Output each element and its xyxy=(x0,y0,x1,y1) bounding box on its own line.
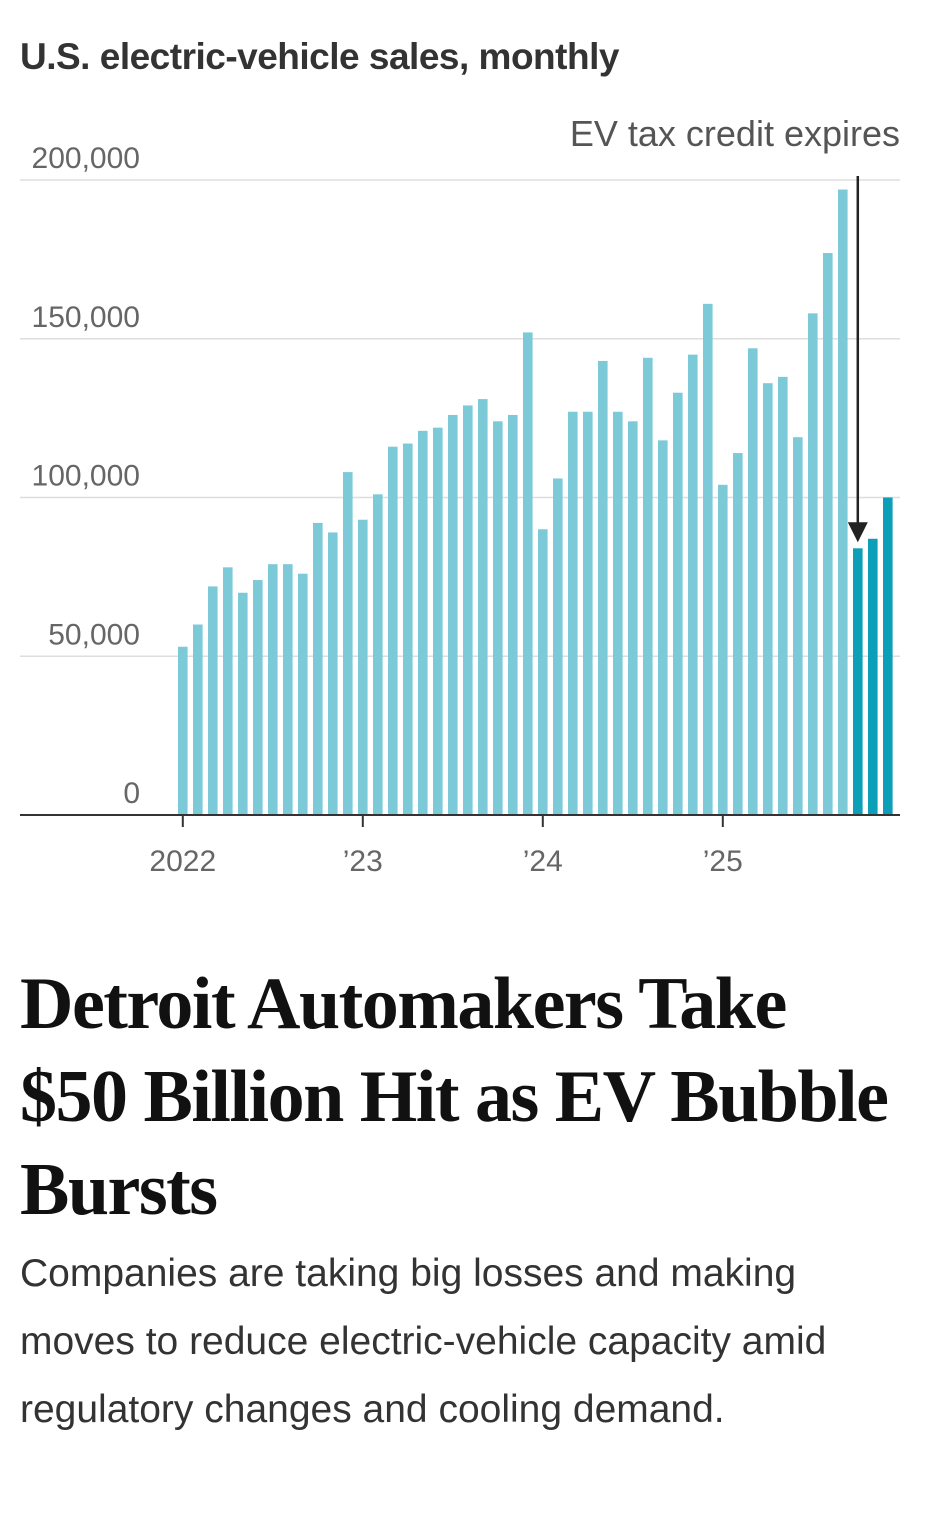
bar-2022-01 xyxy=(178,646,188,815)
bar-2024-03 xyxy=(568,411,578,815)
bar-2024-11 xyxy=(688,354,698,816)
x-tick-label: 2022 xyxy=(149,845,216,878)
annotation-label: EV tax credit expires xyxy=(570,113,900,154)
bar-2023-07 xyxy=(448,414,458,815)
bar-2025-04 xyxy=(763,383,773,815)
bars xyxy=(178,189,893,816)
bar-2025-08 xyxy=(823,253,833,815)
bar-2023-04 xyxy=(403,443,413,815)
bar-2023-05 xyxy=(418,430,428,815)
annotation-arrowhead-icon xyxy=(847,522,868,543)
bar-2022-05 xyxy=(238,592,248,815)
bar-2024-09 xyxy=(658,440,668,815)
bar-2022-12 xyxy=(343,472,353,815)
bar-2025-07 xyxy=(808,313,818,815)
y-tick-label: 150,000 xyxy=(32,301,140,334)
y-axis-tick-labels: 0 50,000 100,000 150,000 200,000 xyxy=(32,142,140,810)
x-axis-tick-labels: 2022 ’23 ’24 ’25 xyxy=(149,815,743,878)
bar-2024-08 xyxy=(643,357,653,815)
x-tick-label: ’24 xyxy=(523,845,563,878)
bar-2024-01 xyxy=(538,529,548,815)
bar-2023-06 xyxy=(433,427,443,815)
bar-2025-06 xyxy=(793,437,803,815)
bar-2023-10 xyxy=(493,421,503,815)
bar-2025-01 xyxy=(718,484,728,815)
x-tick-label: ’25 xyxy=(703,845,743,878)
bar-2025-12 xyxy=(883,497,893,815)
bar-2022-11 xyxy=(328,532,338,815)
bar-2025-10 xyxy=(853,548,863,815)
bar-2023-08 xyxy=(463,405,473,815)
bar-2024-10 xyxy=(673,392,683,815)
bar-2022-03 xyxy=(208,586,218,815)
bar-2025-03 xyxy=(748,348,758,815)
bar-2023-12 xyxy=(523,332,533,815)
x-tick-label: ’23 xyxy=(343,845,383,878)
ev-sales-bar-chart: 0 50,000 100,000 150,000 200,000 2022 ’23 ’24 ’… xyxy=(20,113,900,878)
bar-2022-08 xyxy=(283,564,293,815)
y-tick-label: 0 xyxy=(123,777,140,810)
bar-2022-04 xyxy=(223,567,233,815)
bar-2022-06 xyxy=(253,580,263,815)
y-tick-label: 100,000 xyxy=(32,460,140,493)
bar-2025-11 xyxy=(868,538,878,815)
bar-2023-11 xyxy=(508,414,518,815)
dek-summary: Companies are taking big losses and maki… xyxy=(20,1252,827,1431)
chart-title: U.S. electric-vehicle sales, monthly xyxy=(20,36,619,77)
bar-2024-06 xyxy=(613,411,623,815)
bar-2022-09 xyxy=(298,573,308,815)
bar-2025-02 xyxy=(733,453,743,815)
bar-2022-07 xyxy=(268,564,278,815)
bar-2024-02 xyxy=(553,478,563,815)
bar-2024-12 xyxy=(703,303,713,815)
annotation: EV tax credit expires xyxy=(570,113,900,543)
bar-2023-09 xyxy=(478,399,488,815)
bar-2022-10 xyxy=(313,522,323,815)
bar-2024-05 xyxy=(598,360,608,815)
bar-2025-09 xyxy=(838,189,848,815)
y-tick-label: 50,000 xyxy=(48,618,140,651)
bar-2023-02 xyxy=(373,494,383,815)
bar-2023-03 xyxy=(388,446,398,815)
bar-2024-04 xyxy=(583,411,593,815)
headline[interactable]: Detroit Automakers Take $50 Billion Hit … xyxy=(20,963,889,1231)
bar-2025-05 xyxy=(778,376,788,815)
y-tick-label: 200,000 xyxy=(32,142,140,175)
bar-2022-02 xyxy=(193,624,203,815)
bar-2024-07 xyxy=(628,421,638,815)
bar-2023-01 xyxy=(358,519,368,815)
